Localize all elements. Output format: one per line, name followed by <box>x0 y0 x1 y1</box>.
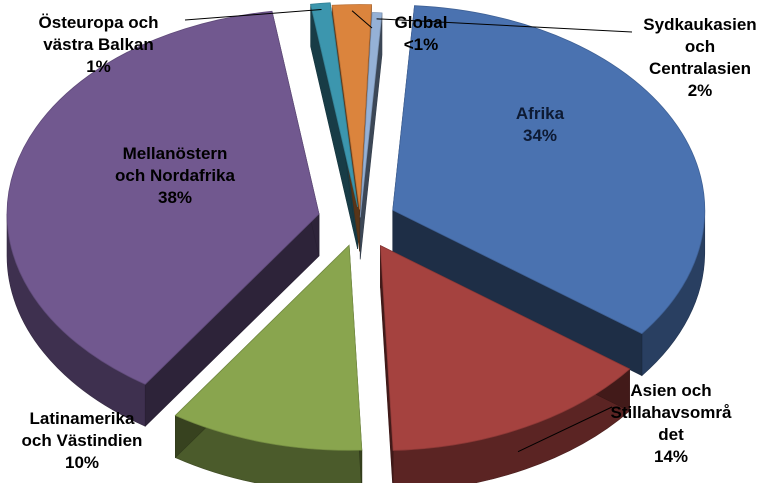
slice-label-text: Mellanöstern <box>122 144 228 163</box>
slice-label-afrika: Afrika 34% <box>470 103 610 147</box>
slice-label-mellanostern: Mellanöstern och Nordafrika 38% <box>85 143 265 209</box>
slice-label-text: Centralasien <box>648 59 752 78</box>
slice-value-text: 1% <box>86 57 111 76</box>
pie-slice <box>359 12 383 218</box>
slice-value-text: 10% <box>64 453 100 472</box>
slice-label-text: Stillahavsområ <box>610 403 732 422</box>
leader-line <box>376 18 633 33</box>
slice-label-text: det <box>658 425 684 444</box>
slice-value-text: <1% <box>403 35 439 54</box>
leader-line <box>517 406 613 453</box>
slice-value-text: 38% <box>157 188 193 207</box>
slice-label-text: Asien och <box>630 381 712 400</box>
slice-value-text: 14% <box>653 447 689 466</box>
pie-slice <box>331 4 372 210</box>
slice-label-text: och <box>684 37 716 56</box>
slice-label-text: Östeuropa och <box>38 13 159 32</box>
slice-label-asien: Asien och Stillahavsområ det 14% <box>586 380 756 468</box>
slice-label-text: Afrika <box>515 104 565 123</box>
slice-label-text: västra Balkan <box>43 35 154 54</box>
pie-slice <box>392 5 706 335</box>
pie-slice <box>6 10 320 385</box>
slice-label-text: Global <box>394 13 448 32</box>
slice-label-sydkaukasien: Sydkaukasien och Centralasien 2% <box>625 14 771 102</box>
slice-label-osteuropa: Östeuropa och västra Balkan 1% <box>6 12 191 78</box>
slice-value-text: 2% <box>687 81 713 100</box>
slice-label-text: Latinamerika <box>29 409 135 428</box>
slice-label-text: Sydkaukasien <box>643 15 757 34</box>
pie-slice <box>310 2 359 208</box>
pie-slice <box>379 244 631 451</box>
leader-line <box>184 9 322 21</box>
slice-label-text: och Nordafrika <box>115 166 235 185</box>
slice-value-text: 34% <box>522 126 558 145</box>
pie-slice <box>174 244 363 451</box>
slice-label-latinamerika: Latinamerika och Västindien 10% <box>2 408 162 474</box>
pie-tops <box>6 2 706 451</box>
leader-line <box>351 10 373 29</box>
slice-label-global: Global <1% <box>376 12 466 56</box>
slice-label-text: och Västindien <box>21 431 143 450</box>
